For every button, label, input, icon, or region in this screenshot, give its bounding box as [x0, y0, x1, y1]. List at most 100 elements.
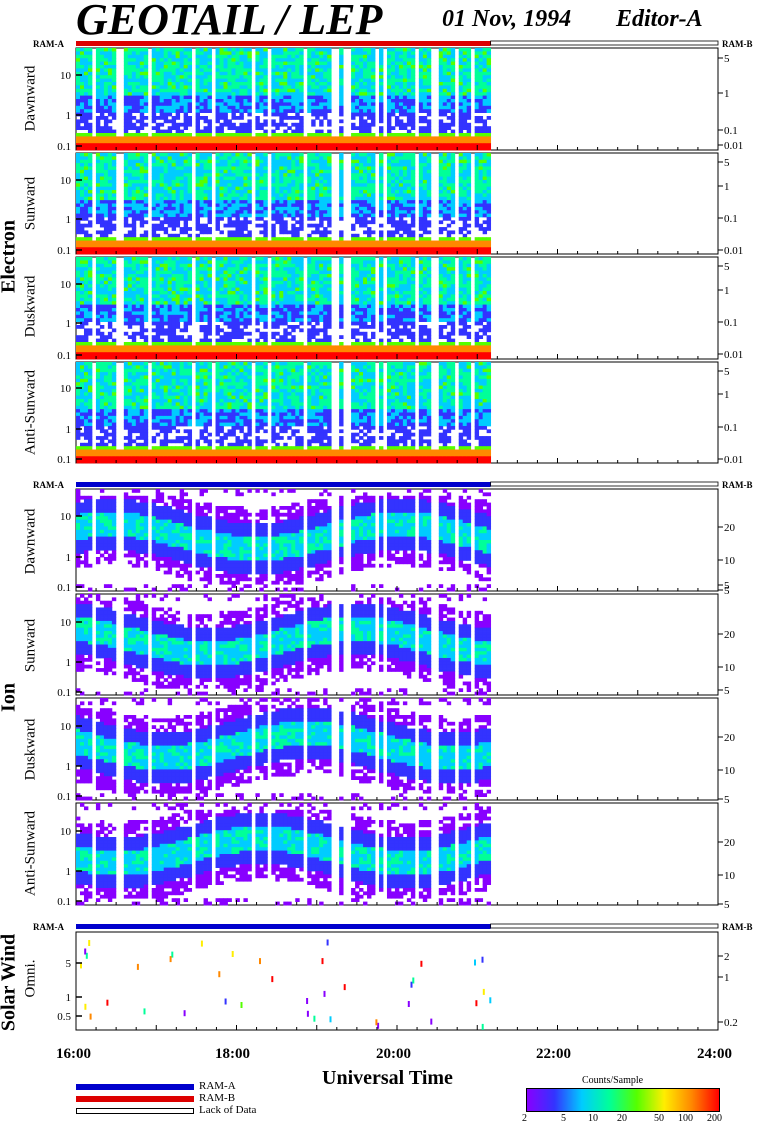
heatmap-cell: [128, 143, 132, 147]
heatmap-cell: [263, 96, 267, 100]
heatmap-cell: [271, 65, 275, 69]
heatmap-cell: [176, 55, 180, 59]
heatmap-cell: [379, 113, 383, 117]
heatmap-cell: [156, 72, 160, 76]
heatmap-cell: [307, 193, 311, 197]
heatmap-cell: [355, 133, 359, 137]
heatmap-cell: [323, 102, 327, 106]
heatmap-cell: [208, 200, 212, 204]
heatmap-cell: [192, 244, 196, 248]
heatmap-cell: [279, 241, 283, 245]
heatmap-cell: [399, 48, 403, 52]
heatmap-cell: [80, 156, 84, 160]
heatmap-cell: [220, 241, 224, 245]
heatmap-cell: [391, 214, 395, 218]
heatmap-cell: [128, 106, 132, 110]
heatmap-cell: [96, 96, 100, 100]
heatmap-cell: [224, 48, 228, 52]
heatmap-cell: [299, 227, 303, 231]
heatmap-cell: [100, 82, 104, 86]
heatmap-cell: [447, 156, 451, 160]
heatmap-cell: [220, 79, 224, 83]
heatmap-cell: [180, 55, 184, 59]
heatmap-cell: [403, 170, 407, 174]
heatmap-cell: [311, 241, 315, 245]
heatmap-cell: [188, 180, 192, 184]
heatmap-cell: [188, 48, 192, 52]
heatmap-cell: [168, 130, 172, 134]
heatmap-cell: [439, 251, 443, 255]
heatmap-cell: [164, 153, 168, 157]
heatmap-cell: [235, 58, 239, 62]
heatmap-cell: [152, 156, 156, 160]
heatmap-cell: [295, 136, 299, 140]
heatmap-cell: [228, 234, 232, 238]
heatmap-cell: [112, 89, 116, 93]
heatmap-cell: [231, 204, 235, 208]
heatmap-cell: [188, 106, 192, 110]
heatmap-cell: [351, 197, 355, 201]
heatmap-cell: [132, 92, 136, 96]
heatmap-cell: [315, 163, 319, 167]
heatmap-cell: [100, 210, 104, 214]
heatmap-cell: [104, 126, 108, 130]
heatmap-cell: [224, 210, 228, 214]
heatmap-cell: [399, 96, 403, 100]
heatmap-cell: [423, 220, 427, 224]
heatmap-cell: [391, 79, 395, 83]
heatmap-cell: [407, 68, 411, 72]
heatmap-cell: [247, 126, 251, 130]
heatmap-cell: [419, 227, 423, 231]
heatmap-cell: [140, 193, 144, 197]
heatmap-cell: [216, 177, 220, 181]
heatmap-cell: [76, 55, 80, 59]
heatmap-cell: [295, 58, 299, 62]
heatmap-cell: [172, 123, 176, 127]
heatmap-cell: [136, 96, 140, 100]
heatmap-cell: [443, 62, 447, 66]
heatmap-cell: [208, 156, 212, 160]
heatmap-cell: [196, 68, 200, 72]
heatmap-cell: [144, 140, 148, 144]
heatmap-cell: [247, 106, 251, 110]
heatmap-cell: [339, 193, 343, 197]
heatmap-cell: [331, 251, 335, 255]
heatmap-cell: [216, 244, 220, 248]
heatmap-cell: [184, 123, 188, 127]
heatmap-cell: [367, 102, 371, 106]
heatmap-cell: [339, 156, 343, 160]
heatmap-cell: [136, 214, 140, 218]
heatmap-cell: [263, 210, 267, 214]
heatmap-cell: [463, 65, 467, 69]
heatmap-cell: [459, 160, 463, 164]
heatmap-cell: [84, 160, 88, 164]
heatmap-cell: [379, 190, 383, 194]
heatmap-cell: [100, 193, 104, 197]
heatmap-cell: [315, 230, 319, 234]
heatmap-cell: [88, 82, 92, 86]
heatmap-cell: [243, 89, 247, 93]
heatmap-cell: [407, 102, 411, 106]
heatmap-cell: [80, 62, 84, 66]
heatmap-cell: [271, 207, 275, 211]
heatmap-cell: [279, 116, 283, 120]
heatmap-cell: [231, 247, 235, 251]
heatmap-cell: [160, 116, 164, 120]
heatmap-cell: [160, 72, 164, 76]
heatmap-cell: [399, 207, 403, 211]
heatmap-cell: [188, 119, 192, 123]
heatmap-cell: [76, 345, 80, 349]
heatmap-cell: [323, 143, 327, 147]
heatmap-cell: [231, 166, 235, 170]
heatmap-cell: [200, 82, 204, 86]
heatmap-cell: [188, 183, 192, 187]
heatmap-cell: [287, 96, 291, 100]
heatmap-cell: [419, 133, 423, 137]
heatmap-cell: [176, 166, 180, 170]
heatmap-cell: [152, 190, 156, 194]
heatmap-cell: [224, 156, 228, 160]
heatmap-cell: [399, 72, 403, 76]
heatmap-cell: [439, 62, 443, 66]
heatmap-cell: [96, 82, 100, 86]
heatmap-cell: [443, 92, 447, 96]
